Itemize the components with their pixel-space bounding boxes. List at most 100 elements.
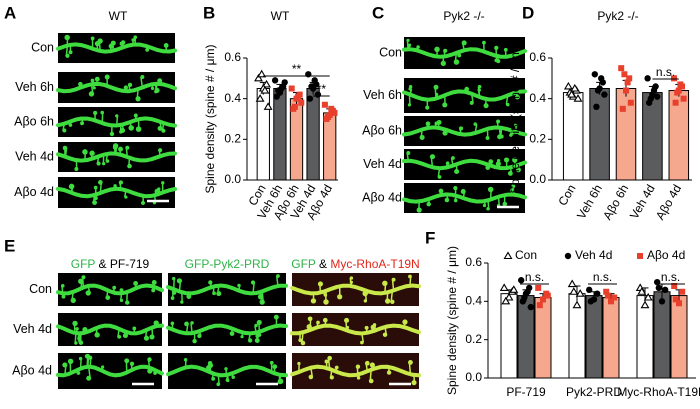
spine-head: [170, 296, 175, 300]
spine-head: [384, 298, 391, 304]
significance-label: **: [317, 82, 327, 96]
data-point: [593, 103, 600, 111]
spine-head: [123, 85, 128, 90]
spine-head: [172, 276, 176, 281]
header-part: GFP: [291, 257, 316, 271]
y-axis-label: Spine density (spine # / μm): [508, 45, 522, 194]
data-point: [524, 288, 531, 295]
header-part: &: [316, 257, 331, 271]
spine-head: [506, 102, 510, 107]
dendrite: [290, 364, 421, 378]
spine-head: [503, 47, 508, 52]
spine-head: [408, 85, 413, 89]
spine-head: [68, 183, 75, 190]
spine-head: [154, 87, 160, 93]
spine-head: [497, 134, 502, 140]
spine-head: [60, 284, 65, 288]
data-point: [255, 94, 265, 102]
data-point: [650, 87, 658, 94]
spine-head: [85, 290, 91, 296]
spine-head: [364, 360, 370, 366]
spine-head: [118, 180, 124, 185]
spine-head: [509, 187, 515, 193]
y-tick-label: 0.0: [224, 172, 241, 186]
spine-head: [372, 323, 377, 327]
x-tick-label: Pyk2-PRD: [566, 385, 622, 399]
data-point: [662, 286, 669, 294]
data-point: [647, 95, 654, 102]
row-label: Con: [29, 282, 52, 296]
spine-head: [70, 297, 76, 304]
spine-head: [113, 184, 117, 188]
data-point: [643, 292, 653, 301]
chart-title: Pyk2 -/-: [597, 9, 638, 23]
spine-head: [80, 121, 85, 126]
spine-head: [76, 371, 81, 375]
data-point: [275, 87, 282, 94]
spine-head: [98, 180, 103, 185]
bar: [534, 297, 552, 379]
chart-title: WT: [271, 9, 290, 23]
spine-head: [337, 294, 343, 300]
data-point: [637, 287, 647, 295]
spine-head: [494, 45, 499, 51]
spine-head: [247, 338, 253, 343]
data-point: [591, 71, 598, 78]
data-point: [521, 294, 528, 301]
spine-head: [145, 48, 150, 52]
column-header: GFP-Pyk2-PRD: [185, 257, 270, 271]
spine-head: [93, 110, 98, 115]
spine-head: [485, 165, 491, 170]
row-label: Aβo 4d: [14, 185, 54, 199]
data-point: [311, 77, 318, 84]
spine-head: [212, 291, 216, 296]
spine-head: [406, 38, 410, 43]
spine-head: [407, 43, 412, 47]
spine-head: [129, 361, 135, 366]
spine-head: [487, 186, 494, 193]
spine-head: [390, 299, 395, 304]
spine-head: [231, 375, 235, 380]
data-point: [567, 90, 577, 98]
spine-head: [445, 161, 450, 166]
panel-letter: B: [203, 3, 215, 22]
panel-letter: C: [372, 3, 384, 22]
data-point: [569, 287, 579, 295]
spine-head: [317, 281, 324, 287]
spine-head: [186, 294, 192, 299]
data-point: [308, 83, 315, 90]
spine-head: [128, 125, 134, 131]
spine-head: [257, 333, 262, 337]
significance-label: **: [292, 62, 302, 76]
spine: [190, 322, 193, 334]
spine-head: [176, 278, 182, 284]
panel-letter: D: [522, 3, 534, 22]
y-tick-label: 0.2: [529, 132, 546, 146]
dendrite: [56, 151, 177, 163]
spine-head: [161, 128, 166, 133]
spine-head: [161, 181, 165, 185]
spine-head: [407, 359, 413, 365]
spine: [474, 123, 478, 134]
data-point: [621, 71, 628, 78]
spine-head: [298, 338, 303, 343]
bar: [642, 92, 663, 181]
spine-head: [151, 288, 156, 293]
spine: [364, 290, 367, 301]
spine-head: [273, 314, 279, 320]
data-point: [623, 87, 629, 94]
spine-head: [135, 126, 142, 132]
column-header: GFP & Myc-RhoA-T19N: [291, 257, 419, 271]
spine-head: [117, 334, 122, 339]
y-tick-label: 0.6: [465, 255, 482, 269]
data-point: [604, 292, 611, 299]
spine-head: [453, 198, 458, 203]
data-point: [305, 71, 312, 78]
spine-head: [133, 281, 139, 286]
spine-head: [469, 100, 474, 105]
spine-head: [316, 320, 320, 325]
spine-head: [511, 184, 516, 188]
y-tick-label: 0.4: [529, 91, 546, 105]
spine-head: [147, 357, 152, 362]
